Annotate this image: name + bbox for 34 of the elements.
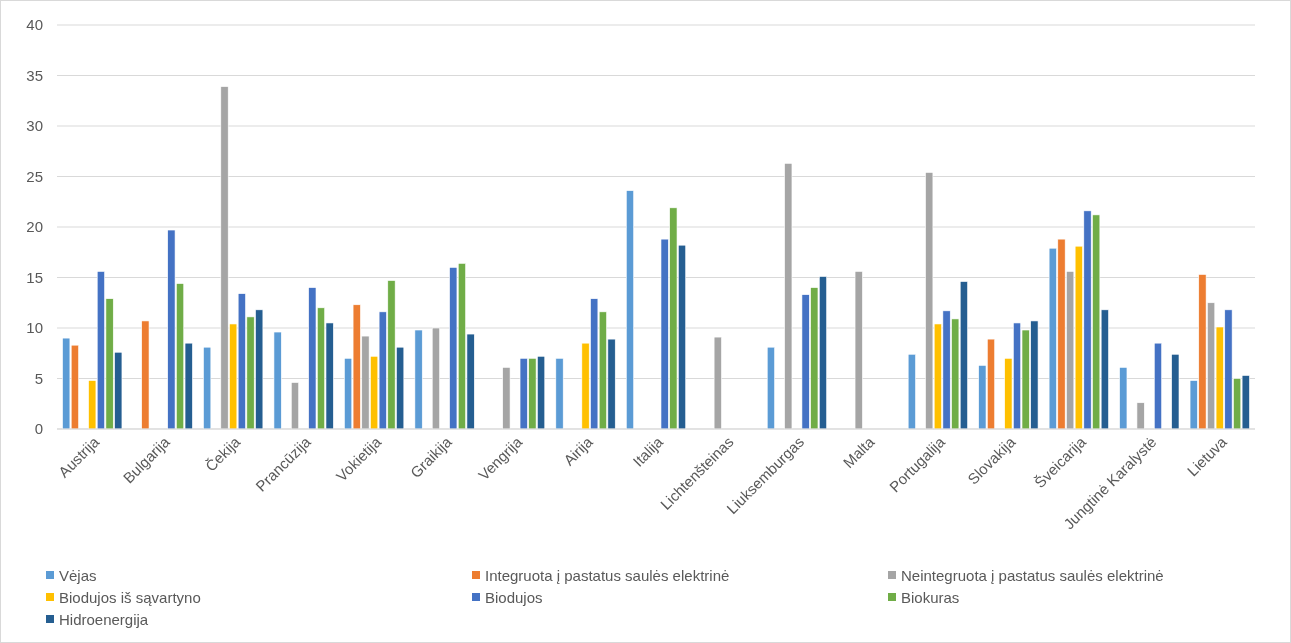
y-tick-label: 30 [26, 117, 43, 135]
bar [907, 353, 916, 430]
legend-label: Biokuras [901, 589, 960, 607]
bar [203, 346, 212, 430]
y-tick-label: 20 [26, 218, 43, 236]
bar [713, 336, 722, 430]
bar [1171, 353, 1180, 430]
y-tick-label: 15 [26, 268, 43, 286]
bar [784, 163, 793, 430]
bar [854, 271, 863, 430]
y-tick-label: 40 [26, 16, 43, 34]
bar [555, 358, 564, 430]
legend-label: Biodujos iš sąvartyno [59, 589, 201, 607]
bar [431, 327, 440, 430]
y-tick-label: 5 [34, 369, 43, 387]
bar [766, 346, 775, 430]
legend-label: Vėjas [59, 567, 97, 585]
bar [1136, 402, 1145, 430]
legend-label: Integruota į pastatus saulės elektrinė [485, 567, 730, 585]
legend-label: Hidroenergija [59, 611, 149, 629]
legend-label: Neintegruota į pastatus saulės elektrinė [901, 567, 1164, 585]
bar [625, 190, 634, 430]
y-tick-label: 10 [26, 319, 43, 337]
bar [141, 320, 150, 430]
y-tick-label: 25 [26, 167, 43, 185]
bar [290, 382, 299, 430]
y-tick-label: 35 [26, 66, 43, 84]
bar [1119, 367, 1128, 430]
y-tick-label: 0 [34, 420, 43, 438]
bar [414, 329, 423, 430]
bar [502, 367, 511, 430]
bar [273, 331, 282, 430]
bar [1153, 342, 1162, 430]
legend-label: Biodujos [485, 589, 543, 607]
